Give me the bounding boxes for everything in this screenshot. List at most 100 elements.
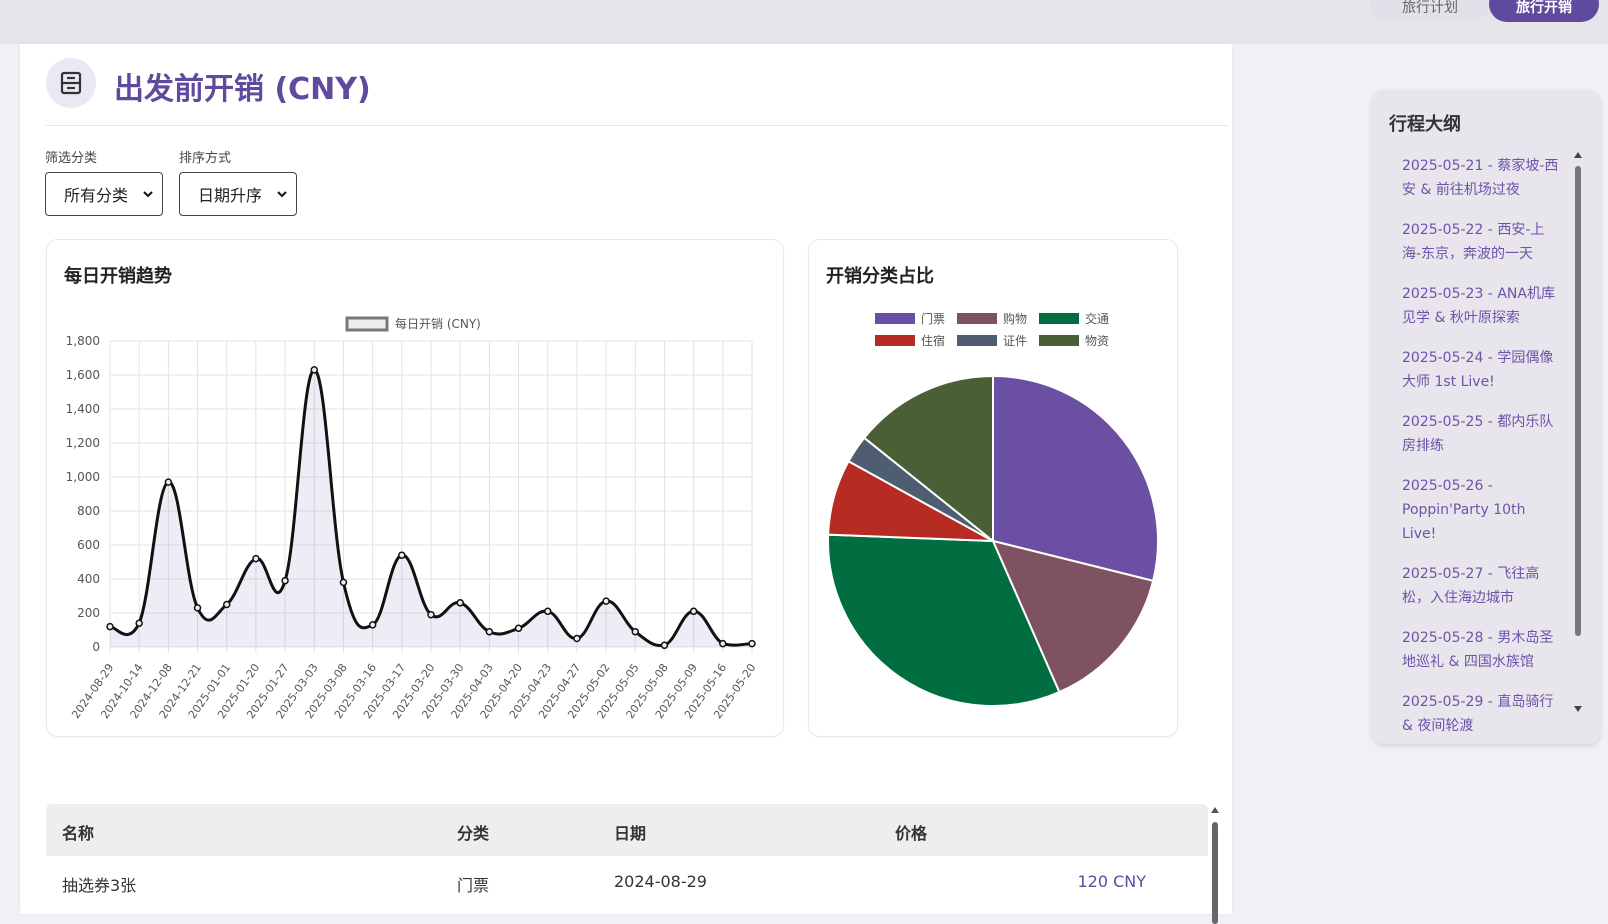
- data-point: [748, 639, 756, 648]
- legend-swatch: [345, 316, 389, 332]
- legend-label: 购物: [1003, 311, 1027, 326]
- chart-legend: 每日开销 (CNY): [345, 316, 481, 332]
- legend-swatch: [1039, 313, 1079, 324]
- data-point: [660, 641, 669, 650]
- top-nav-bar: 旅行计划 旅行开销: [0, 0, 1608, 44]
- tab-travel-plan[interactable]: 旅行计划: [1370, 0, 1490, 22]
- data-point: [368, 621, 377, 629]
- y-tick-label: 600: [77, 538, 100, 552]
- data-point: [135, 619, 143, 627]
- y-tick-label: 200: [77, 606, 100, 620]
- daily-trend-title: 每日开销趋势: [64, 266, 172, 287]
- legend-item: 购物: [957, 311, 1027, 326]
- daily-trend-panel: 每日开销趋势 0 200 400 600 800 1,000 1,200 1,400 1,600…: [46, 239, 784, 737]
- legend-label: 交通: [1085, 311, 1109, 326]
- data-point: [222, 600, 231, 609]
- legend-label: 证件: [1003, 334, 1027, 348]
- category-filter-select[interactable]: 所有分类: [45, 172, 163, 216]
- expense-table: 名称 分类 日期 价格 抽选券3张 门票 2024-08-29 120 CNY: [46, 804, 1220, 924]
- col-header-date[interactable]: 日期: [614, 824, 647, 843]
- outline-item[interactable]: 2025-05-23 - ANA机库见学 & 秋叶原探索: [1402, 286, 1555, 326]
- data-point: [164, 478, 173, 486]
- category-share-panel: 开销分类占比 门票 购物 交通住宿 证件 物资: [808, 239, 1178, 737]
- table-header: 名称 分类 日期 价格: [46, 804, 1208, 856]
- y-tick-label: 400: [77, 572, 100, 586]
- data-point: [252, 554, 260, 563]
- legend-item: 门票: [875, 311, 945, 326]
- daily-trend-chart: 02004006008001,0001,2001,4001,6001,80020…: [66, 316, 759, 721]
- legend-swatch: [1039, 335, 1079, 346]
- data-point: [398, 551, 406, 559]
- y-tick-label: 0: [92, 640, 100, 654]
- legend-item: 证件: [957, 334, 1027, 348]
- sort-select[interactable]: 日期升序: [179, 172, 297, 216]
- outline-item[interactable]: 2025-05-22 - 西安-上海-东京，奔波的一天: [1402, 222, 1545, 262]
- legend-label: 住宿: [921, 333, 945, 348]
- legend-swatch: [875, 335, 915, 346]
- pie-slice: [992, 374, 1159, 583]
- y-tick-label: 1,600: [66, 368, 100, 382]
- outline-title: 行程大纲: [1389, 114, 1461, 135]
- legend-swatch: [957, 335, 997, 346]
- legend-item: 物资: [1039, 334, 1109, 348]
- col-header-category[interactable]: 分类: [457, 824, 490, 843]
- data-point: [427, 610, 435, 619]
- category-share-title: 开销分类占比: [826, 266, 934, 287]
- outline-item[interactable]: 2025-05-21 - 蔡家坡-西安 & 前往机场过夜: [1402, 158, 1559, 198]
- legend-label: 物资: [1085, 334, 1109, 348]
- data-point: [602, 597, 610, 605]
- cell-date: 2024-08-29: [614, 872, 707, 891]
- data-point: [456, 599, 464, 607]
- calculator-icon: [46, 58, 96, 108]
- title-divider: [46, 125, 1228, 126]
- legend-label: 门票: [921, 311, 945, 326]
- pie-slice: [827, 533, 1061, 707]
- outline-item[interactable]: 2025-05-26 - Poppin'Party 10th Live!: [1402, 478, 1526, 542]
- itinerary-outline: 行程大纲 2025-05-21 - 蔡家坡-西安 & 前往机场过夜 2025-05…: [1372, 90, 1600, 744]
- y-tick-label: 1,000: [66, 470, 100, 484]
- data-point: [689, 607, 698, 616]
- legend-swatch: [875, 313, 915, 324]
- data-point: [573, 634, 581, 643]
- legend-swatch: [957, 313, 997, 324]
- sort-label: 排序方式: [179, 151, 232, 166]
- outline-item[interactable]: 2025-05-28 - 男木岛圣地巡礼 & 四国水族馆: [1402, 630, 1554, 670]
- outline-item[interactable]: 2025-05-29 - 直岛骑行 & 夜间轮渡: [1402, 694, 1554, 734]
- data-point: [543, 607, 552, 616]
- tab-travel-expense[interactable]: 旅行开销: [1489, 0, 1599, 22]
- category-filter-value: 所有分类: [64, 186, 129, 205]
- outline-list: 2025-05-21 - 蔡家坡-西安 & 前往机场过夜 2025-05-22 -…: [1402, 154, 1560, 754]
- table-scrollbar[interactable]: [1210, 804, 1220, 924]
- col-header-price[interactable]: 价格: [895, 824, 928, 843]
- cell-name: 抽选券3张: [62, 876, 137, 895]
- data-point: [514, 624, 523, 633]
- legend-item: 交通: [1039, 311, 1109, 326]
- chevron-down-icon: [143, 191, 153, 198]
- data-point: [719, 639, 727, 648]
- data-point: [631, 627, 640, 636]
- chevron-down-icon: [277, 191, 287, 198]
- series-area: [110, 369, 752, 647]
- data-point: [106, 622, 114, 631]
- data-point: [281, 576, 289, 585]
- outline-item[interactable]: 2025-05-27 - 飞往高松，入住海边城市: [1402, 566, 1540, 606]
- category-filter-label: 筛选分类: [45, 151, 98, 166]
- sort-value: 日期升序: [198, 186, 263, 205]
- page-title: 出发前开销 (CNY): [114, 72, 371, 107]
- outline-scrollbar[interactable]: [1572, 150, 1584, 714]
- outline-item[interactable]: 2025-05-24 - 学园偶像大师 1st Live!: [1402, 350, 1554, 390]
- data-point: [193, 604, 202, 612]
- data-point: [310, 366, 319, 374]
- expense-card: 出发前开销 (CNY) 筛选分类 所有分类 排序方式 日期升序 每日开销趋势 0…: [20, 44, 1232, 924]
- y-tick-label: 1,800: [66, 334, 100, 348]
- pie-slice: [991, 539, 1155, 694]
- outline-item[interactable]: 2025-05-25 - 都内乐队房排练: [1402, 414, 1554, 454]
- col-header-name[interactable]: 名称: [62, 824, 95, 843]
- y-tick-label: 1,200: [66, 436, 100, 450]
- legend-label: 每日开销 (CNY): [395, 316, 481, 331]
- pie-slice: [862, 374, 994, 544]
- y-tick-label: 1,400: [66, 402, 100, 416]
- legend-item: 住宿: [875, 333, 945, 348]
- series-line: [109, 368, 753, 648]
